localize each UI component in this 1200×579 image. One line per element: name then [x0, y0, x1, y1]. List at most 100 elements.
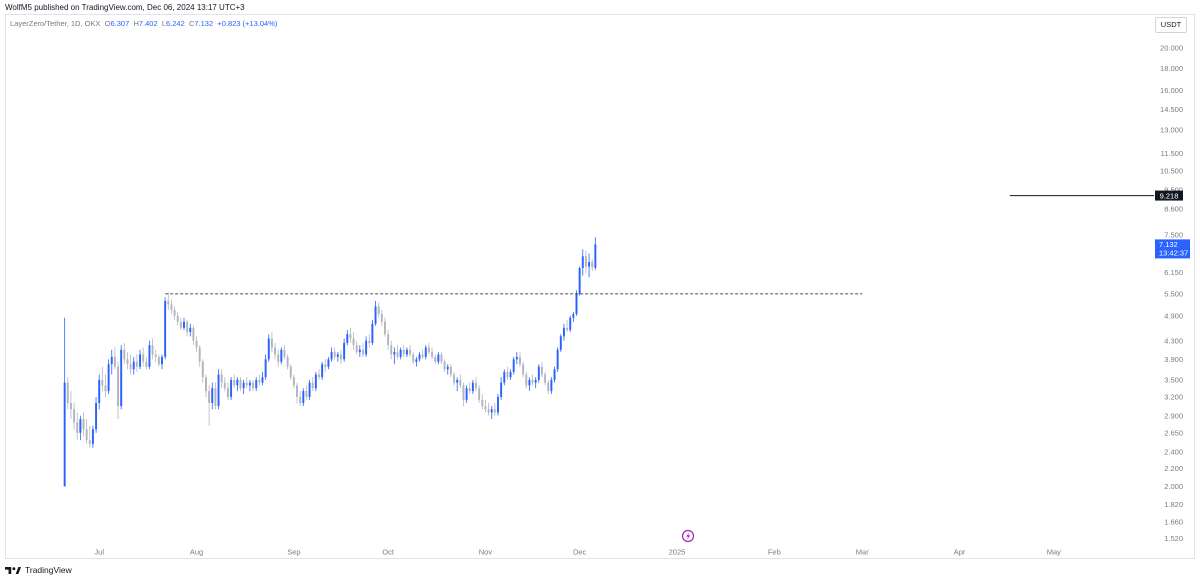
candle-body — [255, 379, 258, 389]
candle-body — [270, 338, 273, 348]
publication-header: WolfM5 published on TradingView.com, Dec… — [0, 0, 1200, 15]
symbol-name[interactable]: LayerZero/Tether, 1D, OKX — [10, 19, 101, 28]
candle-body — [374, 306, 377, 324]
candle — [591, 259, 594, 272]
candle-body — [226, 388, 229, 397]
candle-body — [214, 388, 217, 407]
candle-body — [437, 354, 440, 362]
candle-body — [453, 374, 456, 383]
candle-body — [186, 321, 189, 333]
candle-body — [493, 409, 496, 413]
candle — [82, 412, 85, 437]
candle — [462, 382, 465, 407]
candle — [120, 345, 123, 410]
lightning-icon[interactable] — [681, 529, 695, 543]
candle — [264, 354, 267, 380]
candle-body — [468, 388, 471, 392]
candle-body — [267, 338, 270, 360]
candle — [208, 385, 211, 426]
candle-body — [286, 356, 289, 367]
candle-body — [311, 382, 314, 389]
low-value: 6.242 — [165, 19, 185, 28]
price-tick-label: 4.300 — [1164, 336, 1183, 345]
candle — [167, 292, 170, 311]
candle-body — [440, 354, 443, 362]
candle — [594, 237, 597, 270]
candle-body — [349, 334, 352, 339]
candle-body — [324, 364, 327, 367]
close-label: C — [188, 19, 195, 28]
candle-body — [135, 361, 138, 367]
high-value: 7.402 — [138, 19, 158, 28]
candle — [409, 345, 412, 357]
candle — [368, 334, 371, 348]
candle-body — [189, 327, 192, 333]
candle — [487, 402, 490, 416]
candle — [211, 382, 214, 410]
time-axis[interactable]: Jul Aug Sep Oct Nov Dec 2025 Feb Mar Apr May — [94, 548, 1061, 557]
candle — [270, 332, 273, 353]
candle — [107, 359, 110, 394]
candle-body — [409, 349, 412, 355]
candle — [214, 382, 217, 410]
alert-price-tag-label: 9.218 — [1160, 191, 1179, 200]
candle — [110, 349, 113, 375]
price-tick-label: 1.520 — [1164, 534, 1183, 543]
candle-body — [506, 371, 509, 378]
candle-body — [161, 356, 163, 365]
candle-body — [443, 361, 446, 370]
candle — [540, 361, 543, 378]
candle — [292, 374, 295, 389]
candle — [387, 329, 390, 350]
candle — [318, 369, 320, 380]
time-tick-label: May — [1047, 548, 1061, 557]
tradingview-brand[interactable]: TradingView — [25, 565, 72, 575]
candle-body — [578, 268, 581, 294]
candle — [198, 345, 201, 367]
candle — [245, 377, 248, 389]
candle — [559, 334, 562, 353]
candle-body — [365, 340, 368, 355]
candle — [437, 352, 440, 365]
candle — [179, 317, 182, 330]
candle — [497, 393, 499, 416]
tradingview-logo-icon[interactable] — [5, 566, 21, 575]
price-axis[interactable]: 20.000 18.000 16.000 14.500 13.000 11.500 10.5… — [1160, 44, 1183, 543]
candle-body — [358, 349, 361, 353]
time-tick-label: Mar — [856, 548, 869, 557]
candle-body — [283, 349, 286, 357]
candle-body — [264, 359, 267, 378]
candle — [456, 377, 459, 392]
candle-body — [431, 352, 434, 357]
published-by-text: WolfM5 published on TradingView.com, Dec… — [5, 3, 245, 12]
candle — [145, 356, 148, 370]
candle — [277, 349, 280, 367]
candle — [239, 377, 242, 392]
candle-body — [531, 379, 534, 383]
candle — [547, 379, 550, 394]
candle — [274, 342, 277, 360]
candle-body — [534, 379, 537, 383]
candle-body — [79, 418, 82, 433]
candle — [515, 352, 518, 365]
chart-frame[interactable] — [5, 14, 1195, 559]
candle — [421, 349, 424, 360]
candle — [173, 306, 176, 320]
candle-body — [88, 440, 91, 444]
candle-body — [415, 359, 418, 362]
candle-body — [387, 334, 390, 346]
candle — [581, 249, 584, 276]
price-tick-label: 6.150 — [1164, 268, 1183, 277]
candle — [562, 323, 565, 341]
candle-body — [192, 327, 195, 341]
candle-body — [537, 366, 540, 380]
candle — [63, 317, 66, 487]
alert-price-tag-bg — [1155, 190, 1183, 201]
currency-button[interactable]: USDT — [1155, 17, 1187, 33]
candle — [126, 352, 129, 370]
candle — [484, 399, 487, 413]
candle — [534, 377, 537, 389]
candle-body — [446, 366, 449, 370]
candle-body — [390, 345, 393, 355]
